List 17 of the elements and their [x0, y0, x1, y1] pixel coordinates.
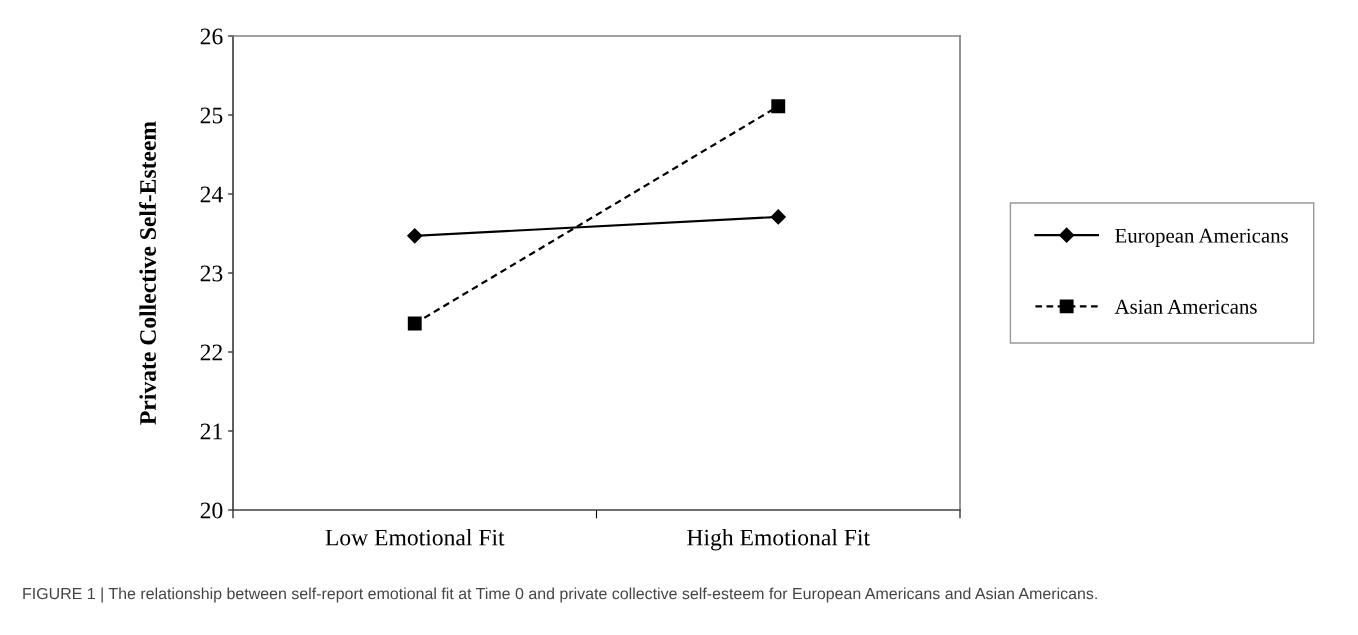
- point: [771, 99, 786, 114]
- y-tick-label: 25: [200, 107, 223, 124]
- y-tick-label: 22: [200, 344, 222, 361]
- point: [407, 316, 422, 331]
- caption: FIGURE 1 | The relationship between self-report emotional fit at Time 0 and private collective self-esteem for European Americans and Asian Americans.: [23, 587, 1097, 603]
- point: [407, 228, 423, 244]
- y-axis-title: Private Collective Self-Esteem: [139, 121, 156, 425]
- legend-label: European Americans: [1115, 228, 1288, 247]
- x-tick-label: Low Emotional Fit: [325, 528, 505, 546]
- y-tick-label: 26: [200, 28, 223, 45]
- x-tick-label: High Emotional Fit: [687, 528, 870, 551]
- y-tick-label: 23: [200, 265, 223, 282]
- y-tick-label: 21: [200, 423, 222, 440]
- point: [770, 209, 786, 225]
- y-tick-label: 20: [200, 502, 223, 519]
- y-tick-label: 24: [200, 186, 223, 203]
- legend-label: Asian Americans: [1114, 299, 1257, 314]
